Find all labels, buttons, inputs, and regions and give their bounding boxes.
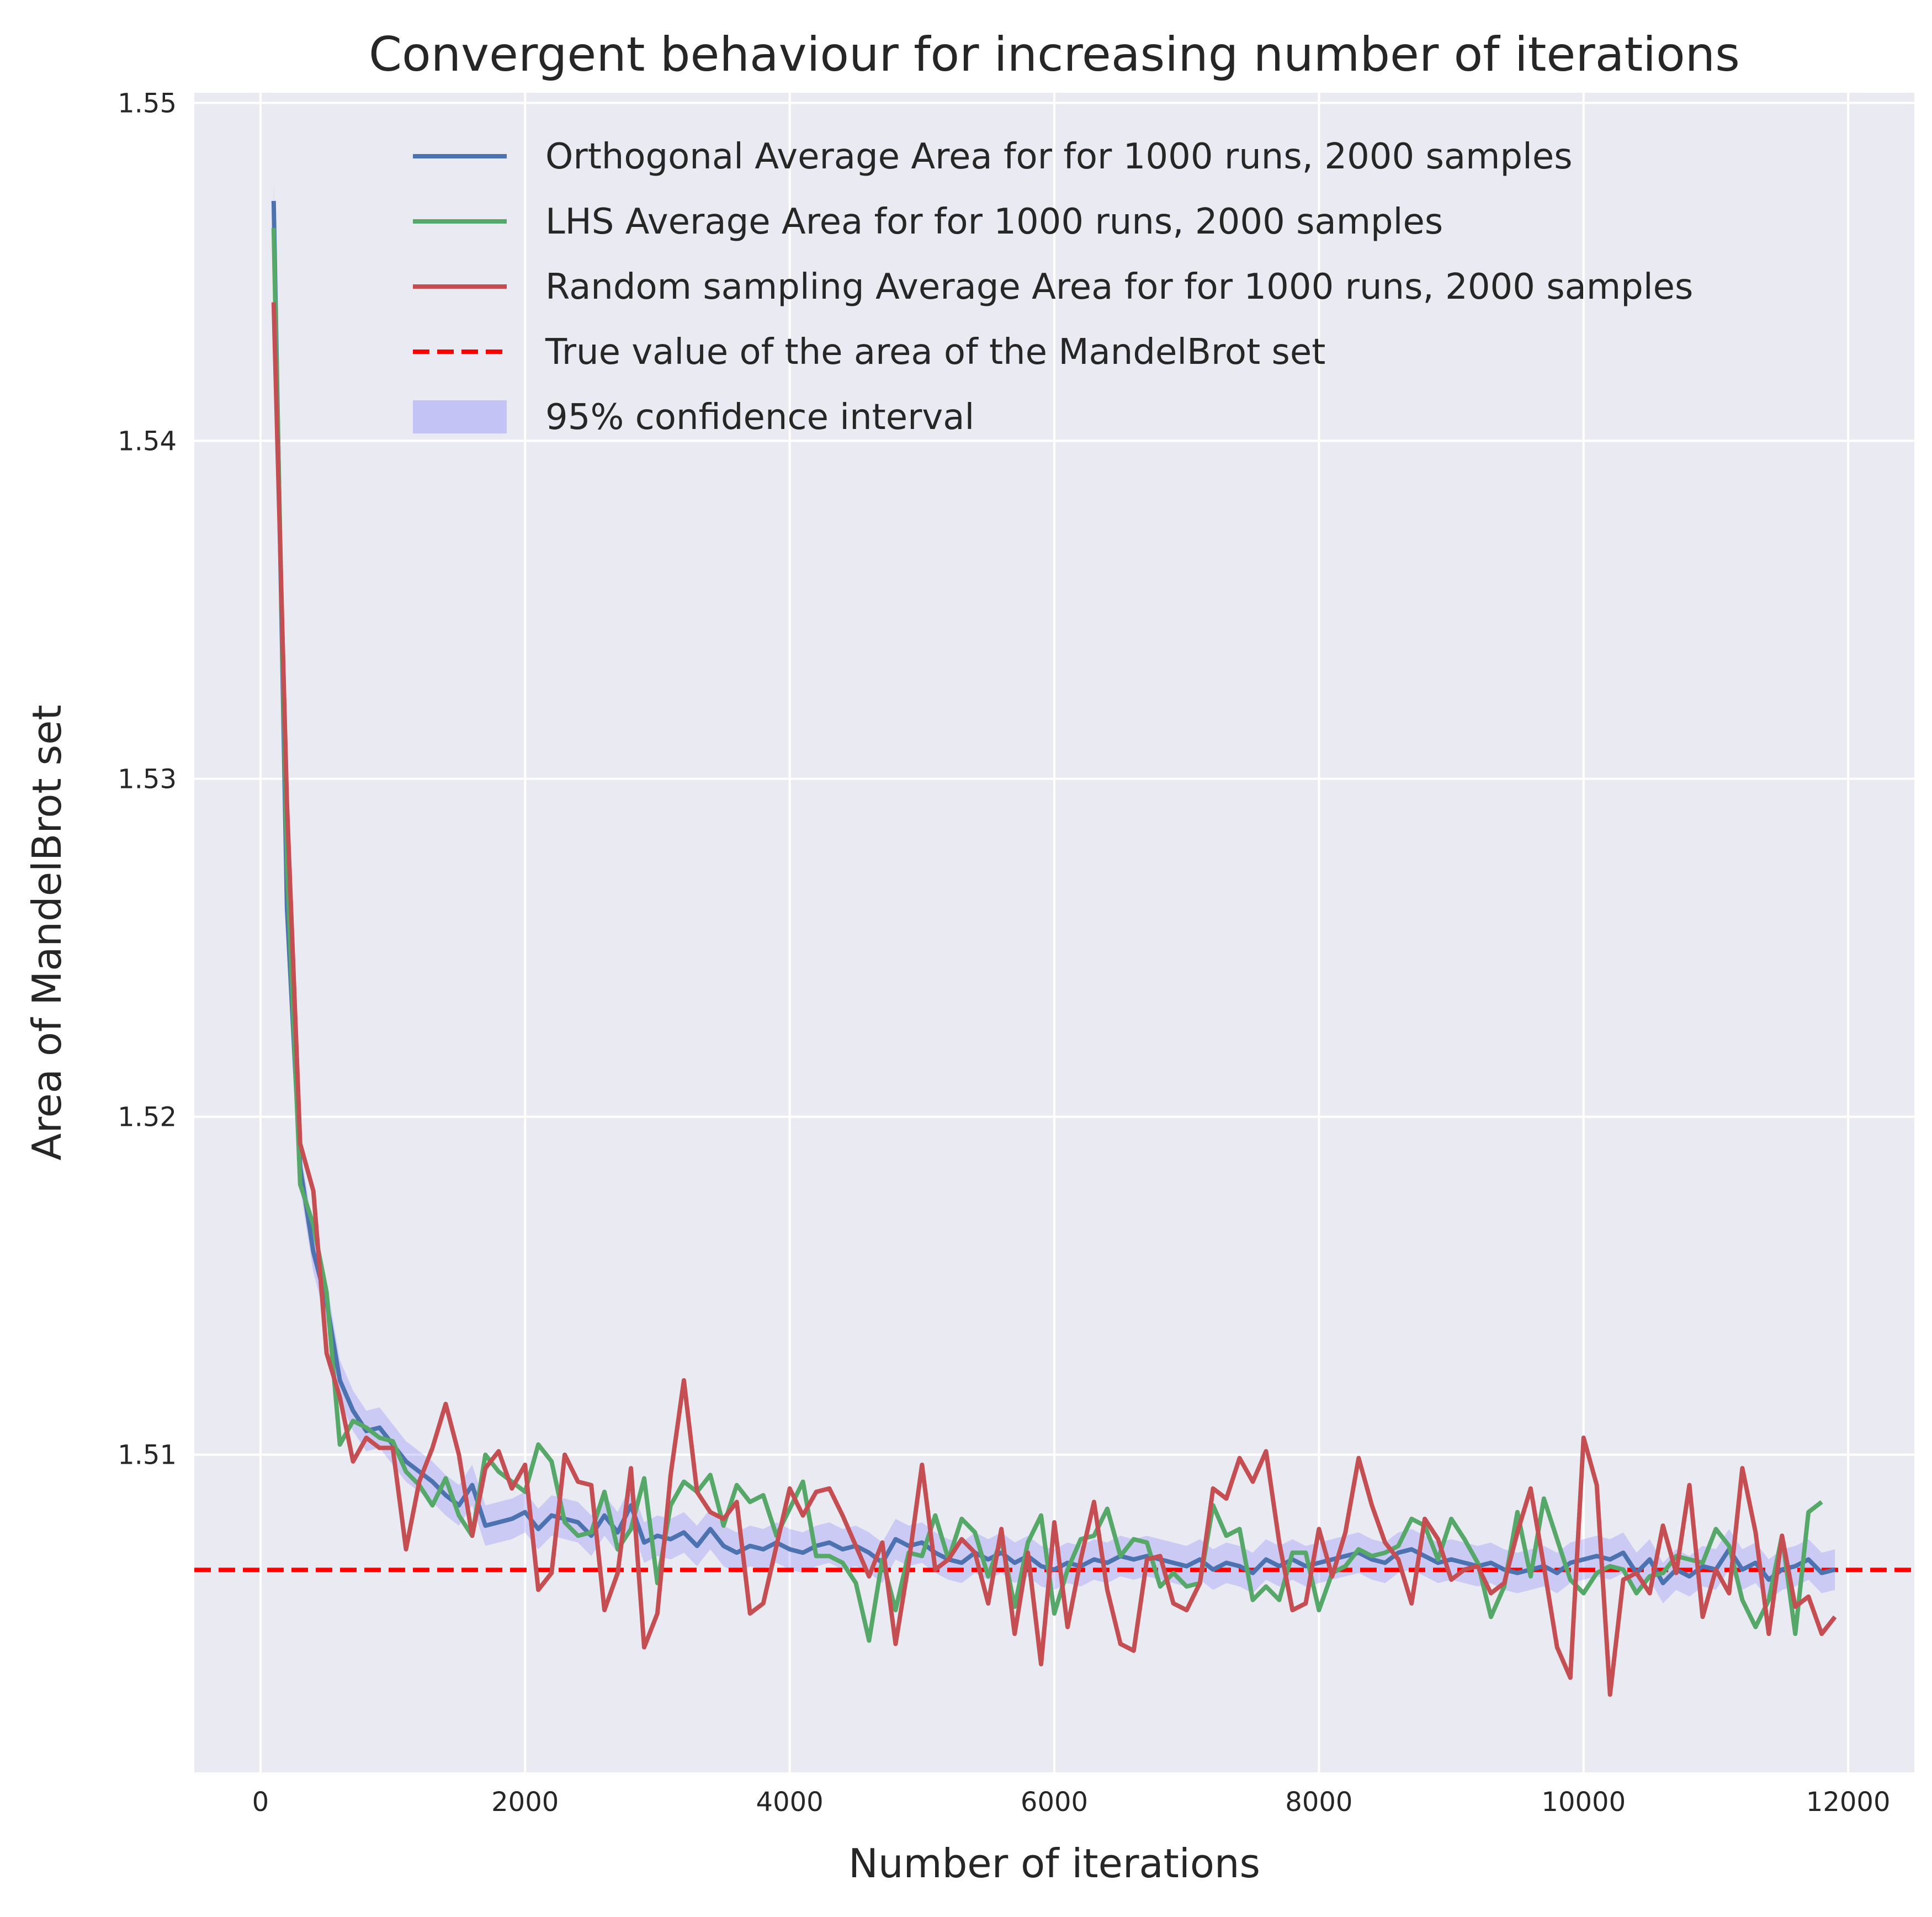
x-tick-label: 12000 bbox=[1806, 1787, 1891, 1818]
legend: Orthogonal Average Area for for 1000 run… bbox=[413, 136, 1693, 438]
x-tick-label: 0 bbox=[252, 1787, 269, 1818]
legend-label-orthogonal: Orthogonal Average Area for for 1000 run… bbox=[545, 136, 1573, 177]
legend-label-random: Random sampling Average Area for for 100… bbox=[545, 267, 1693, 308]
tick-labels: 0 2000 4000 6000 8000 10000 12000 1.51 1.52 1.53 1… bbox=[118, 88, 1890, 1818]
x-axis-title: Number of iterations bbox=[848, 1840, 1260, 1887]
x-tick-label: 10000 bbox=[1541, 1787, 1626, 1818]
x-tick-label: 2000 bbox=[491, 1787, 559, 1818]
y-tick-label: 1.55 bbox=[118, 88, 177, 119]
random-series-line bbox=[271, 302, 1837, 1697]
chart-title: Convergent behaviour for increasing numb… bbox=[369, 27, 1740, 82]
series-layer bbox=[271, 200, 1837, 1697]
legend-label-lhs: LHS Average Area for for 1000 runs, 2000… bbox=[545, 202, 1443, 242]
y-tick-label: 1.53 bbox=[118, 764, 177, 795]
x-tick-label: 6000 bbox=[1021, 1787, 1088, 1818]
grid-lines bbox=[194, 93, 1914, 1772]
confidence-band bbox=[273, 181, 1835, 1603]
y-tick-label: 1.54 bbox=[118, 426, 177, 457]
lhs-series-line bbox=[271, 227, 1823, 1643]
y-tick-label: 1.51 bbox=[118, 1440, 177, 1471]
legend-label-true-value: True value of the area of the MandelBrot… bbox=[545, 332, 1325, 373]
confidence-band-layer bbox=[273, 181, 1835, 1603]
x-tick-label: 8000 bbox=[1285, 1787, 1352, 1818]
legend-label-confidence: 95% confidence interval bbox=[545, 397, 974, 438]
legend-swatch-confidence bbox=[413, 400, 507, 433]
y-tick-label: 1.52 bbox=[118, 1102, 177, 1133]
x-tick-label: 4000 bbox=[756, 1787, 824, 1818]
y-axis-title: Area of MandelBrot set bbox=[24, 705, 70, 1160]
